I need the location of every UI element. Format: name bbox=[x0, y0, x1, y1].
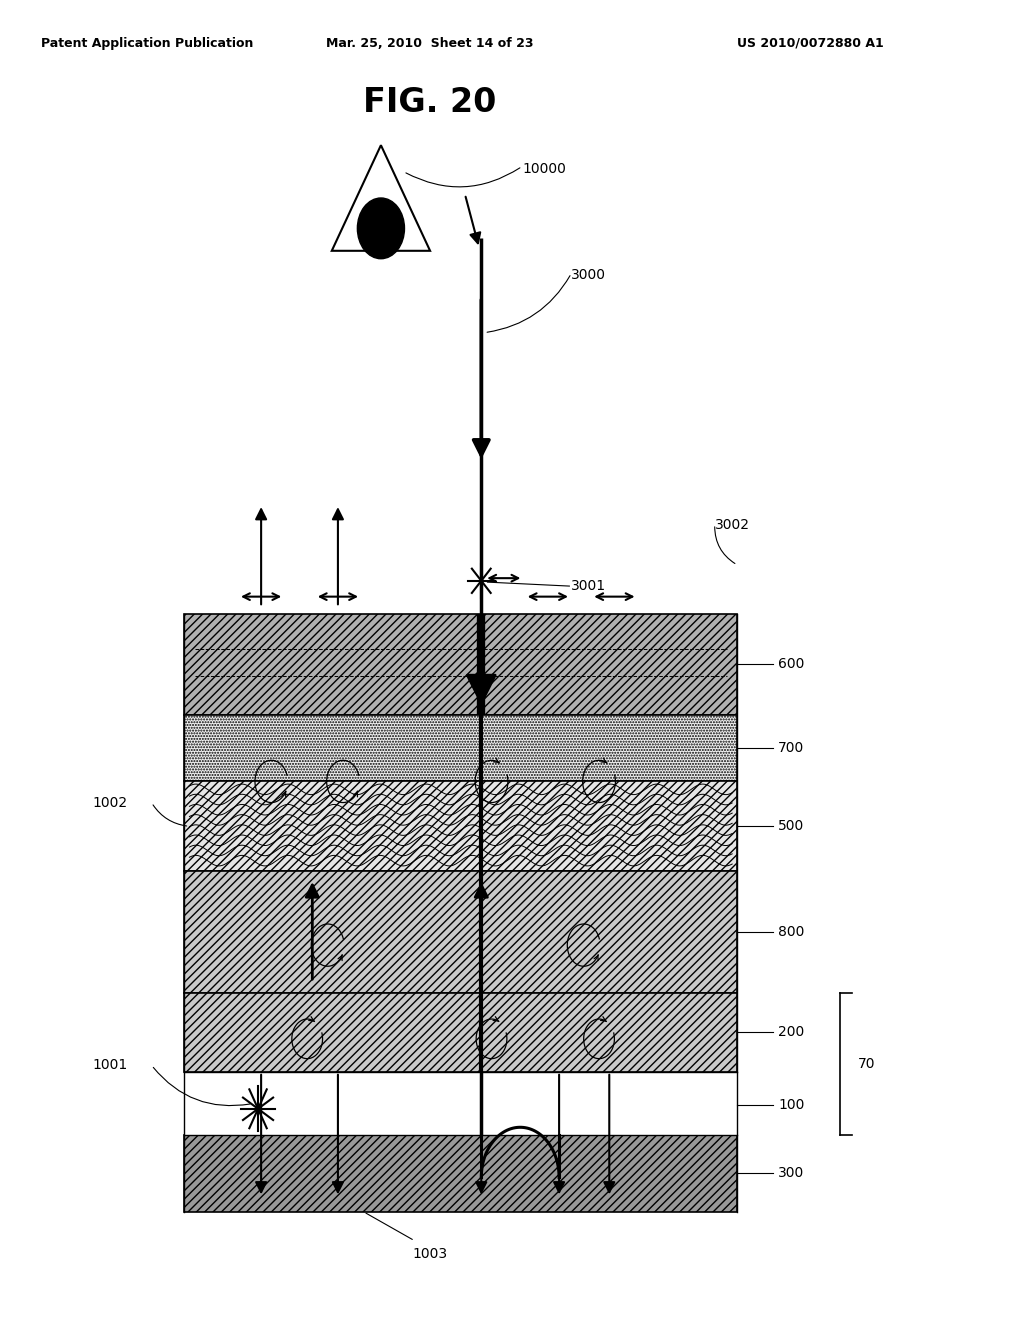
Text: 3000: 3000 bbox=[571, 268, 606, 281]
Text: 1003: 1003 bbox=[413, 1247, 447, 1261]
Text: 3001: 3001 bbox=[571, 579, 606, 593]
Bar bbox=[184, 715, 737, 781]
Text: 3002: 3002 bbox=[715, 519, 750, 532]
Text: FIG. 20: FIG. 20 bbox=[364, 86, 497, 119]
Text: 500: 500 bbox=[778, 820, 805, 833]
Text: 300: 300 bbox=[778, 1167, 805, 1180]
Bar bbox=[184, 614, 737, 715]
Text: 700: 700 bbox=[778, 742, 805, 755]
Circle shape bbox=[357, 198, 404, 259]
Text: 1002: 1002 bbox=[92, 796, 127, 809]
Bar bbox=[184, 1135, 737, 1212]
Text: 1001: 1001 bbox=[92, 1059, 127, 1072]
Text: 10000: 10000 bbox=[522, 162, 566, 176]
Text: 100: 100 bbox=[778, 1098, 805, 1111]
Text: 70: 70 bbox=[858, 1057, 876, 1071]
Bar bbox=[184, 871, 737, 993]
Text: 800: 800 bbox=[778, 925, 805, 939]
Bar bbox=[184, 781, 737, 871]
Text: 200: 200 bbox=[778, 1026, 805, 1039]
Bar bbox=[184, 993, 737, 1072]
Text: US 2010/0072880 A1: US 2010/0072880 A1 bbox=[737, 37, 884, 50]
Text: 600: 600 bbox=[778, 657, 805, 671]
Bar bbox=[184, 1072, 737, 1135]
Text: Mar. 25, 2010  Sheet 14 of 23: Mar. 25, 2010 Sheet 14 of 23 bbox=[327, 37, 534, 50]
Text: Patent Application Publication: Patent Application Publication bbox=[41, 37, 253, 50]
